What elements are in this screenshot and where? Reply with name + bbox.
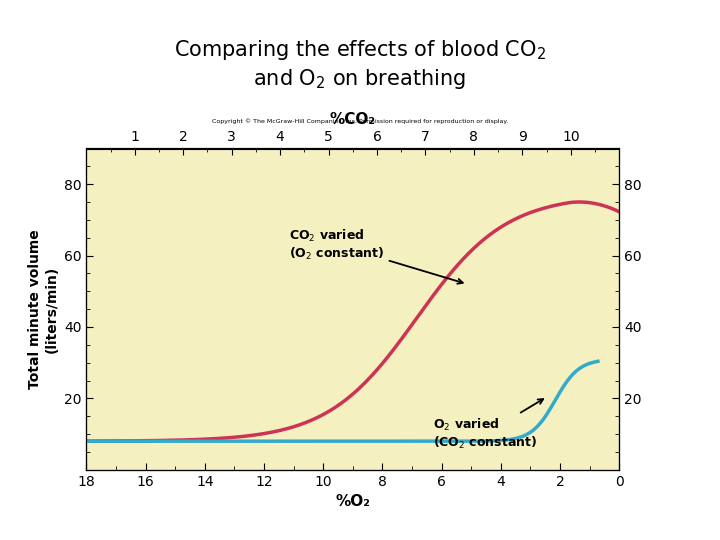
X-axis label: %O₂: %O₂ <box>336 494 370 509</box>
Text: Copyright © The McGraw-Hill Companies, Inc. Permission required for reproduction: Copyright © The McGraw-Hill Companies, I… <box>212 119 508 124</box>
X-axis label: %CO₂: %CO₂ <box>330 112 376 127</box>
Y-axis label: Total minute volume
(liters/min): Total minute volume (liters/min) <box>28 230 58 389</box>
Text: O$_2$ varied
(CO$_2$ constant): O$_2$ varied (CO$_2$ constant) <box>433 399 543 451</box>
Text: Comparing the effects of blood CO$_2$
and O$_2$ on breathing: Comparing the effects of blood CO$_2$ an… <box>174 38 546 91</box>
Text: CO$_2$ varied
(O$_2$ constant): CO$_2$ varied (O$_2$ constant) <box>289 227 463 284</box>
